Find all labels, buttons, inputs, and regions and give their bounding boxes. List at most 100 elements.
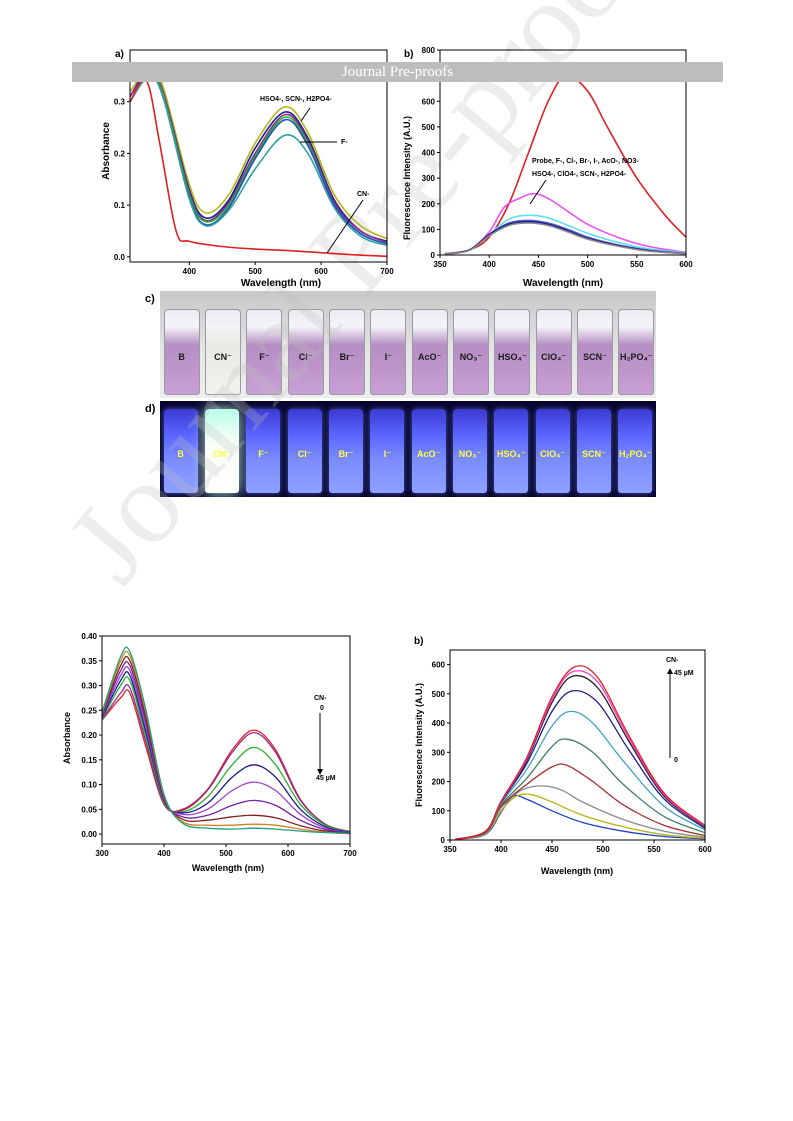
arrow-head	[317, 769, 323, 775]
y-axis-label: Absorbance	[62, 712, 72, 764]
x-tick-label: 450	[532, 260, 546, 269]
y-tick-label: 0.1	[114, 201, 126, 210]
y-tick-label: 200	[432, 778, 446, 787]
plot-area: 350 400 450 500 550 600 0 100 200 300 400 500 600	[432, 649, 712, 854]
series-line	[101, 646, 351, 835]
vial-label: HSO₄⁻	[497, 449, 526, 459]
y-axis-label: Fluorescence Intensity (A.U.)	[414, 683, 424, 807]
vial: Br⁻	[329, 409, 363, 493]
plot-frame	[101, 635, 351, 845]
y-tick-label: 300	[432, 748, 446, 757]
series-line	[101, 665, 351, 834]
y-tick-label: 500	[432, 690, 446, 699]
vial: SCN⁻	[577, 409, 611, 493]
y-tick-label: 200	[422, 200, 436, 209]
series-line	[454, 665, 706, 841]
vial-label: CN⁻	[214, 352, 232, 362]
vial-label: HSO₄⁻	[498, 352, 527, 362]
vial: SCN⁻	[577, 309, 613, 395]
annotation-45um: 45 µM	[674, 670, 694, 677]
series-line	[129, 69, 388, 243]
chart-top-b: b) 350 400 450 500 550 600 0 100 200 300 400 500 600…	[402, 46, 693, 289]
annotation-45um: 45 µM	[316, 775, 336, 782]
series-line	[129, 67, 388, 240]
series-line	[101, 655, 351, 835]
x-tick-label: 500	[596, 845, 610, 854]
y-tick-label: 0.05	[81, 805, 97, 814]
panel-label-c: c)	[145, 293, 155, 305]
vial-label: B	[177, 449, 184, 459]
vial: Cl⁻	[287, 409, 322, 493]
arrow-line	[300, 107, 311, 122]
x-tick-label: 400	[494, 845, 508, 854]
vial: F⁻	[246, 309, 283, 395]
vial: NO₃⁻	[453, 309, 489, 395]
x-axis-label: Wavelength (nm)	[523, 278, 603, 289]
x-tick-label: 550	[647, 845, 661, 854]
vial: AcO⁻	[411, 409, 446, 493]
x-tick-label: 400	[183, 267, 197, 276]
vial: I⁻	[370, 309, 407, 395]
vial-label: I⁻	[383, 449, 391, 459]
series-line	[129, 78, 388, 258]
y-tick-label: 0.00	[81, 830, 97, 839]
series-line	[454, 785, 706, 841]
y-axis-label: Absorbance	[101, 122, 112, 180]
vial-label: AcO⁻	[418, 352, 442, 362]
vial: ClO₄⁻	[535, 409, 570, 493]
y-tick-label: 0.40	[81, 632, 97, 641]
x-tick-label: 550	[630, 260, 644, 269]
annotation-line-2: HSO4-, ClO4-, SCN-, H2PO4-	[532, 171, 627, 178]
arrow-head	[667, 668, 673, 674]
series-line	[129, 72, 388, 244]
vial-label: SCN⁻	[582, 449, 606, 459]
vial-label: Cl⁻	[298, 352, 313, 362]
y-tick-label: 0	[431, 251, 436, 260]
vial: HSO₄⁻	[494, 409, 529, 493]
vial: Br⁻	[329, 309, 365, 395]
series-line	[454, 689, 706, 841]
x-axis-label: Wavelength (nm)	[192, 863, 264, 873]
vial-label: Br⁻	[338, 449, 354, 459]
vial-label: NO₃⁻	[459, 352, 483, 362]
chart-bottom-a: 300 400 500 600 700 0.00 0.05 0.10 0.15 0.20 0.25 0…	[62, 632, 357, 873]
annotation-zero: 0	[320, 705, 324, 712]
vial-label: I⁻	[384, 352, 392, 362]
vial-label: CN⁻	[213, 449, 231, 459]
x-tick-label: 600	[314, 267, 328, 276]
y-tick-label: 0.0	[114, 253, 126, 262]
series-line	[444, 192, 687, 255]
annotation-cyanide: CN-	[357, 191, 370, 198]
vial-label: Cl⁻	[297, 449, 312, 459]
vials-uv-photo: B CN⁻ F⁻ Cl⁻ Br⁻ I⁻ AcO⁻ NO₃⁻ HSO₄⁻ ClO₄⁻ SCN⁻ H₂PO…	[160, 401, 656, 497]
x-tick-label: 500	[581, 260, 595, 269]
vial: B	[163, 309, 200, 395]
y-tick-label: 0.15	[81, 756, 97, 765]
vial-label: NO₃⁻	[458, 449, 482, 459]
arrow-line	[529, 179, 547, 205]
x-tick-label: 350	[433, 260, 447, 269]
vial: H₂PO₄⁻	[618, 309, 655, 395]
series-line	[454, 794, 706, 841]
panel-label-d: d)	[145, 403, 156, 415]
x-tick-label: 700	[380, 267, 394, 276]
series-line	[101, 660, 351, 834]
vial: I⁻	[370, 409, 405, 493]
vial-label: F⁻	[259, 352, 270, 362]
x-tick-label: 350	[443, 845, 457, 854]
panel-label: b)	[404, 49, 413, 60]
vial: ClO₄⁻	[535, 309, 572, 395]
arrow-line	[326, 199, 364, 254]
vial: NO₃⁻	[453, 409, 487, 493]
y-tick-label: 0.25	[81, 706, 97, 715]
series-line	[444, 74, 687, 255]
x-tick-label: 600	[281, 849, 295, 858]
annotation-cn: CN-	[666, 657, 679, 664]
plot-area: 400 500 600 700 0.0 0.1 0.2 0.3	[114, 49, 394, 276]
annotation-zero: 0	[674, 757, 678, 764]
vials-daylight-photo: B CN⁻ F⁻ Cl⁻ Br⁻ I⁻ AcO⁻ NO₃⁻ HSO₄⁻ ClO₄⁻ SCN⁻ H₂PO…	[160, 291, 656, 398]
chart-bottom-b: b) 350 400 450 500 550 600 0 100 200 300 400 500 600…	[414, 636, 712, 876]
y-axis-label: Fluorescence Intensity (A.U.)	[402, 116, 412, 240]
series-line	[101, 671, 351, 833]
x-tick-label: 600	[698, 845, 712, 854]
